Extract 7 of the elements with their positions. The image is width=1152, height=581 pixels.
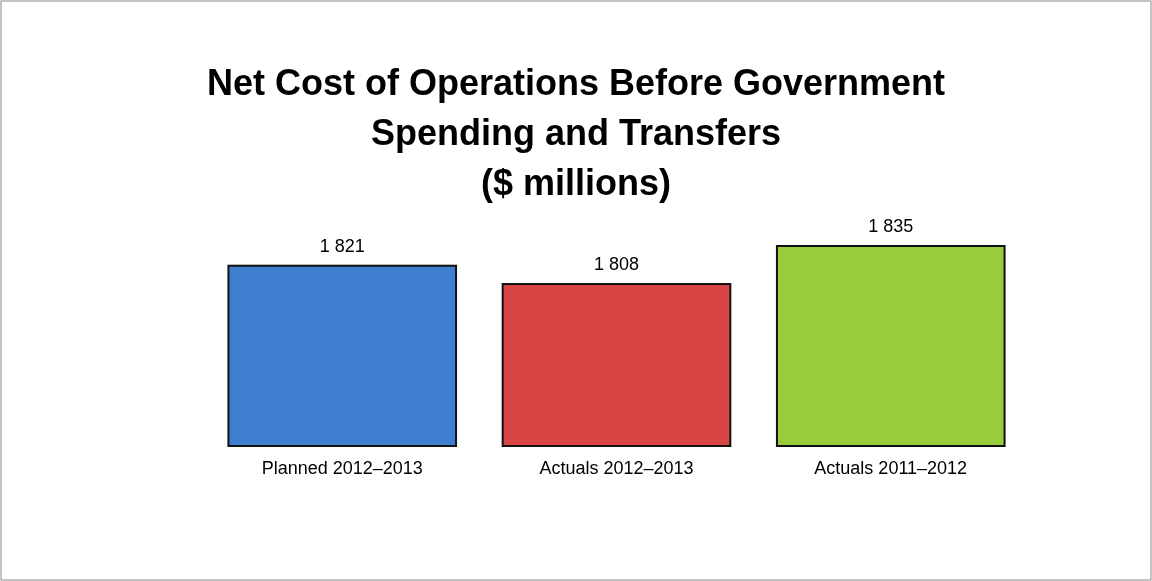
x-tick-label: Planned 2012–2013 — [261, 458, 423, 478]
data-label: 1 821 — [319, 235, 365, 256]
x-tick-label: Actuals 2012–2013 — [539, 458, 694, 478]
chart-title: Net Cost of Operations Before Government Spending and Transfers ($ millions) — [206, 62, 946, 203]
data-label: 1 835 — [868, 216, 914, 236]
data-label: 1 808 — [593, 254, 640, 275]
x-tick-label: Actuals 2011–2012 — [814, 458, 968, 478]
